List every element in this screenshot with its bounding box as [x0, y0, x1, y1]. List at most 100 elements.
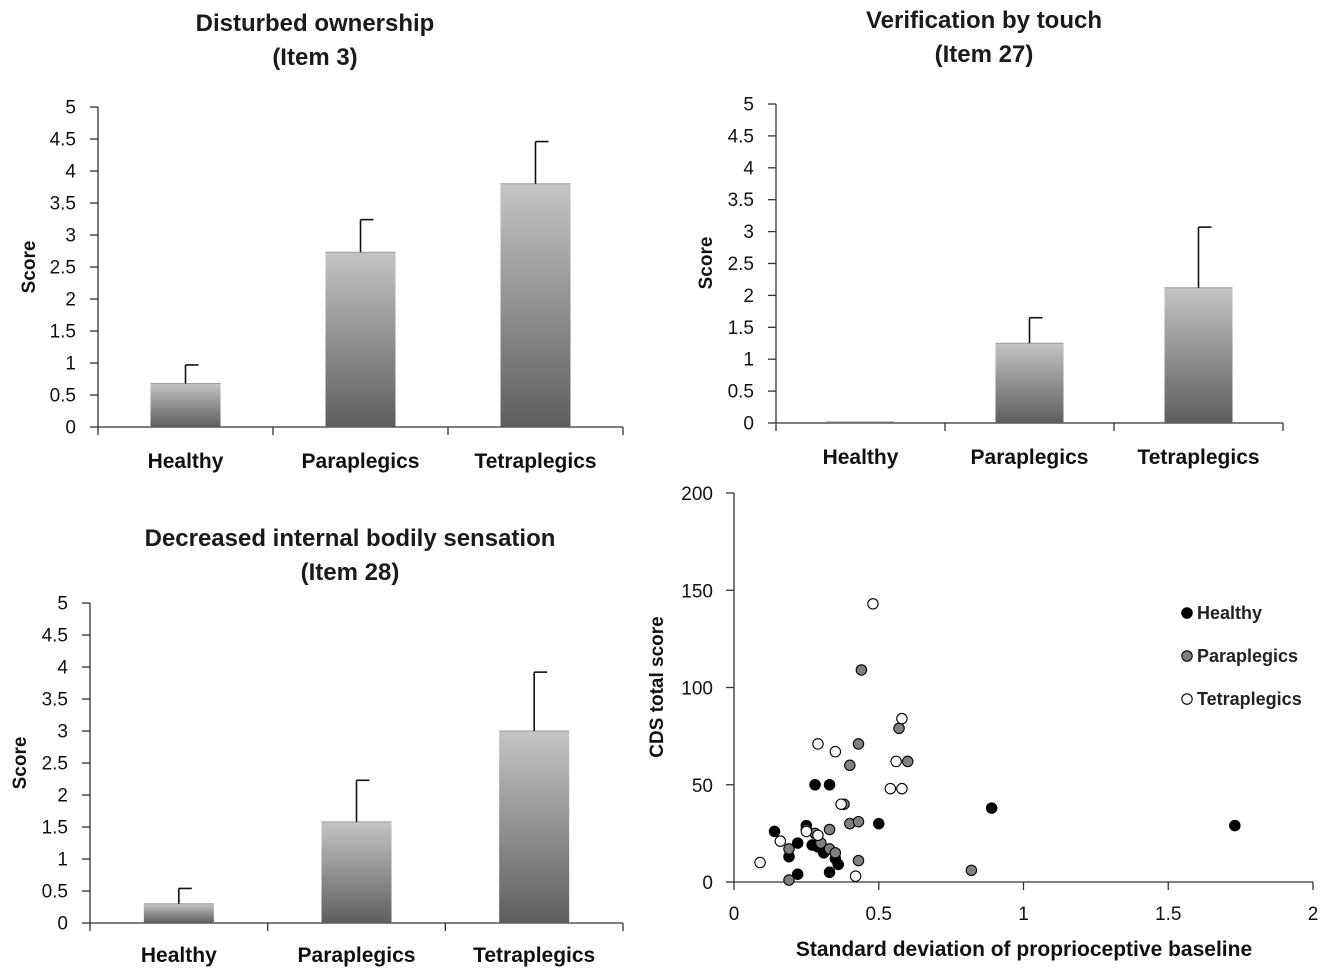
legend: Healthy Paraplegics Tetraplegics [1181, 603, 1302, 709]
point-healthy [823, 866, 836, 879]
y-tick-label: 3.5 [50, 194, 76, 215]
chart-title-line-2: (Item 27) [935, 41, 1034, 68]
point-tetraplegics [812, 738, 824, 750]
point-paraplegics [844, 759, 856, 772]
y-tick-label: 3 [65, 226, 76, 247]
point-tetraplegics [774, 835, 787, 847]
y-tick-label: 0 [743, 414, 754, 435]
bar-paraplegics [321, 821, 392, 923]
bar-chart-verification-by-touch: Verification by touch (Item 27) Score 0 0.5 1… [696, 7, 1284, 469]
y-tick-label: 3.5 [42, 690, 68, 711]
category-label-healthy: Healthy [141, 944, 217, 967]
legend-marker-paraplegics [1181, 650, 1193, 662]
point-healthy [872, 817, 885, 830]
y-tick-label: 150 [681, 581, 713, 602]
point-tetraplegics [800, 825, 813, 838]
y-tick-label: 3 [743, 222, 754, 243]
bar-healthy [150, 383, 221, 427]
y-tick-label: 0.5 [50, 386, 76, 407]
y-tick-label: 3 [57, 722, 68, 743]
category-label-tetraplegics: Tetraplegics [473, 944, 595, 967]
point-paraplegics [901, 755, 914, 768]
legend-marker-healthy [1181, 607, 1193, 619]
point-healthy [791, 868, 804, 880]
y-tick-label: 100 [681, 679, 713, 700]
point-healthy [985, 802, 998, 814]
point-paraplegics [852, 738, 865, 750]
category-label-healthy: Healthy [148, 450, 224, 473]
point-healthy [1229, 819, 1241, 832]
y-tick-label: 2.5 [728, 254, 754, 275]
x-tick-label: 0.5 [866, 904, 892, 925]
y-tick-label: 2 [743, 286, 754, 307]
point-tetraplegics [812, 829, 824, 842]
y-axis-label: Score [696, 237, 717, 290]
x-tick-label: 1 [1018, 904, 1029, 925]
point-tetraplegics [867, 598, 879, 610]
point-healthy [809, 778, 821, 791]
y-tick-label: 4 [743, 158, 754, 179]
bar-chart-decreased-internal-bodily-sensation: Decreased internal bodily sensation (Item… [10, 525, 624, 967]
y-tick-label: 5 [57, 594, 68, 615]
point-tetraplegics [890, 755, 902, 768]
point-paraplegics [823, 823, 836, 836]
point-healthy [823, 778, 836, 791]
chart-title-line-1: Verification by touch [866, 7, 1102, 34]
y-axis-label: Score [19, 241, 40, 294]
y-tick-label: 1.5 [50, 322, 76, 343]
y-tick-label: 1 [57, 850, 68, 871]
point-paraplegics [783, 843, 795, 855]
point-tetraplegics [829, 745, 842, 758]
bar-paraplegics [995, 343, 1064, 423]
y-tick-label: 4.5 [50, 130, 76, 151]
scatter-chart-cds-vs-proprioceptive-sd: 0 50 100 150 200 0 0.5 1 1.5 2 Standard deviation … [647, 484, 1318, 961]
bar-paraplegics [325, 252, 396, 427]
chart-title-line-2: (Item 28) [301, 559, 400, 586]
point-paraplegics [783, 874, 795, 886]
series-healthy [768, 778, 1241, 880]
y-tick-label: 50 [692, 776, 713, 797]
point-healthy [832, 858, 844, 871]
y-tick-label: 2.5 [50, 258, 76, 279]
y-tick-label: 4.5 [42, 626, 68, 647]
category-label-paraplegics: Paraplegics [971, 446, 1089, 469]
point-tetraplegics [754, 856, 766, 869]
y-tick-label: 4 [57, 658, 68, 679]
series-paraplegics [783, 664, 978, 886]
y-tick-label: 0.5 [728, 382, 754, 403]
y-axis-label: CDS total score [647, 616, 668, 757]
point-healthy [791, 837, 804, 849]
x-tick-label: 0 [729, 904, 740, 925]
chart-title-line-1: Decreased internal bodily sensation [145, 525, 556, 552]
y-tick-label: 5 [65, 98, 76, 119]
legend-marker-tetraplegics [1181, 693, 1193, 705]
chart-title-line-1: Disturbed ownership [196, 10, 435, 37]
point-paraplegics [852, 815, 865, 828]
point-paraplegics [829, 847, 842, 859]
bar-healthy [143, 903, 214, 923]
x-tick-label: 1.5 [1155, 904, 1181, 925]
y-tick-label: 0 [57, 914, 68, 935]
bar-tetraplegics [499, 731, 570, 923]
y-tick-label: 1.5 [728, 318, 754, 339]
point-paraplegics [965, 864, 978, 877]
y-tick-label: 0 [702, 873, 713, 894]
chart-title-line-2: (Item 3) [272, 44, 357, 71]
point-tetraplegics [849, 870, 862, 882]
y-tick-label: 4.5 [728, 126, 754, 147]
y-tick-label: 1 [743, 350, 754, 371]
point-tetraplegics [884, 782, 897, 795]
y-tick-label: 4 [65, 162, 76, 183]
point-paraplegics [855, 664, 868, 676]
y-tick-label: 2 [65, 290, 76, 311]
category-label-tetraplegics: Tetraplegics [1137, 446, 1259, 469]
y-tick-label: 3.5 [728, 190, 754, 211]
y-tick-label: 200 [681, 484, 713, 505]
legend-label-tetraplegics: Tetraplegics [1197, 689, 1302, 709]
point-paraplegics [852, 854, 865, 867]
y-tick-label: 1 [65, 354, 76, 375]
bar-tetraplegics [500, 183, 571, 427]
legend-label-paraplegics: Paraplegics [1197, 646, 1298, 666]
y-tick-label: 5 [743, 95, 754, 116]
